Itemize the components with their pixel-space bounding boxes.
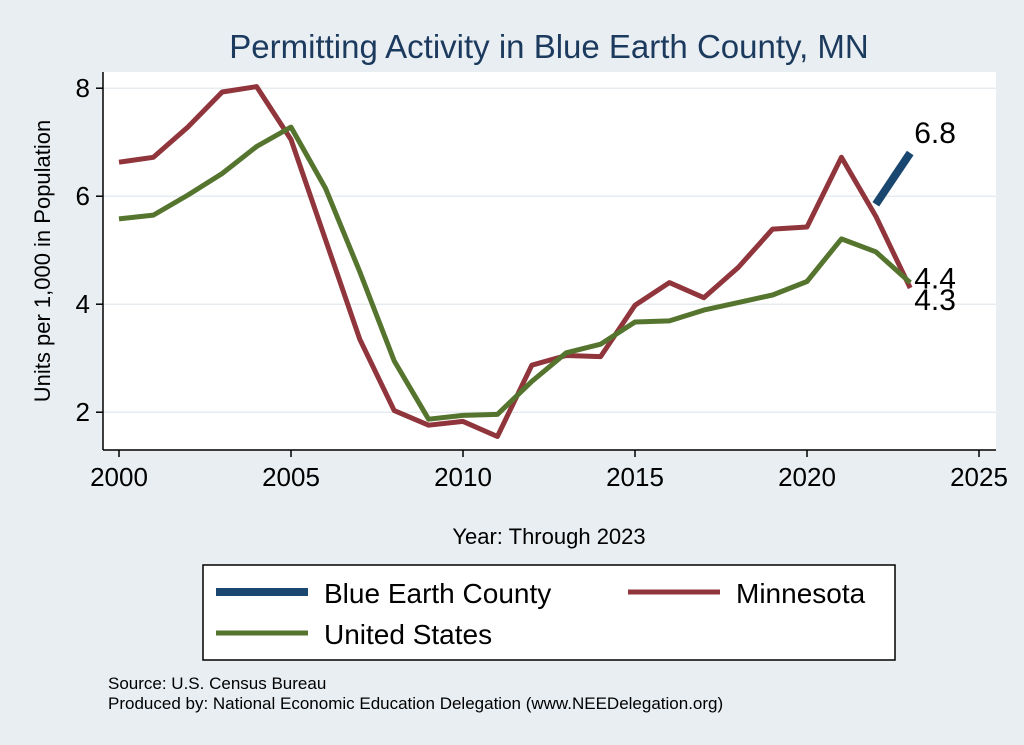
y-tick-label-6: 6 xyxy=(76,181,90,211)
end-labels: 6.8 4.34.4 xyxy=(914,117,956,317)
legend-box xyxy=(202,564,896,661)
series-line-blue-earth-county xyxy=(872,150,914,207)
legend-label-minnesota: Minnesota xyxy=(736,578,866,609)
series-line-united-states xyxy=(118,124,912,422)
produced-by-note: Produced by: National Economic Education… xyxy=(108,694,723,713)
y-tick-label-2: 2 xyxy=(76,397,90,427)
chart-title: Permitting Activity in Blue Earth County… xyxy=(229,28,868,65)
end-label-minnesota: 4.3 xyxy=(914,284,956,317)
series-layer xyxy=(118,84,914,439)
end-label-united-states: 4.4 xyxy=(914,263,956,296)
x-tick-label-2015: 2015 xyxy=(606,462,664,492)
y-ticks: 2 4 6 8 xyxy=(76,73,103,427)
source-note: Source: U.S. Census Bureau xyxy=(108,674,326,693)
x-tick-label-2005: 2005 xyxy=(262,462,320,492)
legend-label-united-states: United States xyxy=(324,619,492,650)
end-label-blue-earth-county: 6.8 xyxy=(914,117,956,150)
legend: Blue Earth County Minnesota United State… xyxy=(202,564,896,661)
x-ticks: 2000 2005 2010 2015 2020 2025 xyxy=(90,450,1008,492)
x-axis-label: Year: Through 2023 xyxy=(452,524,645,549)
plot-area xyxy=(103,72,996,450)
y-axis-label: Units per 1,000 in Population xyxy=(30,120,55,403)
x-tick-label-2020: 2020 xyxy=(778,462,836,492)
x-tick-label-2025: 2025 xyxy=(950,462,1008,492)
y-tick-label-8: 8 xyxy=(76,73,90,103)
legend-label-blue-earth: Blue Earth County xyxy=(324,578,551,609)
x-tick-label-2000: 2000 xyxy=(90,462,148,492)
y-tick-label-4: 4 xyxy=(76,289,90,319)
x-tick-label-2010: 2010 xyxy=(434,462,492,492)
